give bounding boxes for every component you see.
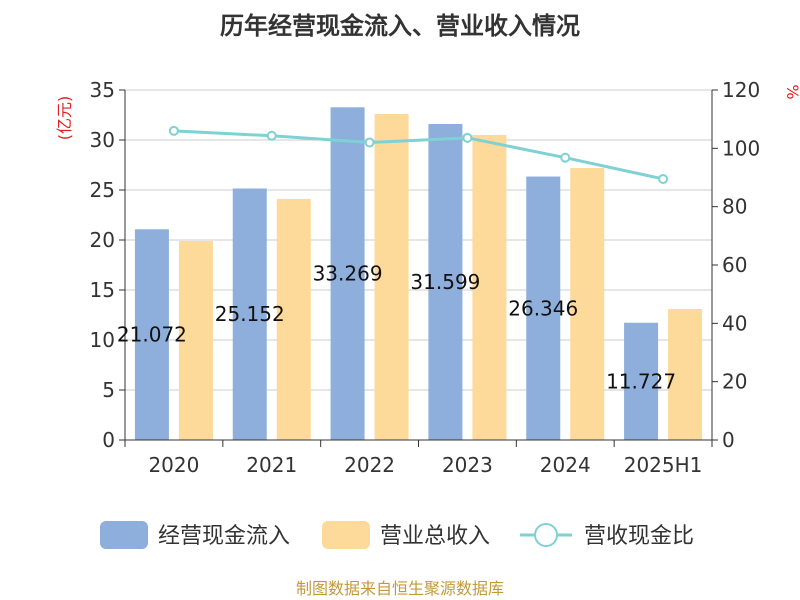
- right-tick-label: 20: [722, 370, 747, 394]
- legend-item: 营业总收入: [322, 521, 490, 549]
- x-tick-label: 2022: [344, 453, 395, 477]
- left-tick-label: 5: [102, 378, 115, 402]
- data-label: 31.599: [410, 270, 480, 294]
- left-tick-label: 20: [90, 228, 115, 252]
- x-tick-label: 2023: [442, 453, 493, 477]
- right-tick-label: 120: [722, 78, 760, 102]
- bar-cash-inflow: [526, 176, 561, 441]
- legend-label: 经营现金流入: [158, 524, 290, 549]
- legend-item: 经营现金流入: [100, 521, 290, 549]
- legend-marker: [534, 523, 558, 547]
- right-tick-label: 40: [722, 311, 747, 335]
- right-tick-label: 100: [722, 136, 760, 160]
- line-point: [658, 173, 669, 184]
- right-tick-label: 60: [722, 253, 747, 277]
- data-label: 25.152: [215, 302, 285, 326]
- grid-layer: [125, 89, 712, 391]
- data-label: 21.072: [117, 323, 187, 347]
- left-tick-label: 25: [90, 178, 115, 202]
- x-tick-label: 2021: [246, 453, 297, 477]
- legend-label: 营业总收入: [380, 524, 490, 549]
- data-label-layer: 21.072 25.152 33.269 31.599 26.346 11.727: [117, 262, 676, 394]
- chart-title: 历年经营现金流入、营业收入情况: [220, 12, 580, 40]
- left-tick-label: 30: [90, 128, 115, 152]
- data-label: 26.346: [508, 296, 578, 320]
- bar-total-revenue: [374, 114, 409, 440]
- x-tick-label: 2025H1: [624, 453, 703, 477]
- left-tick-label: 35: [90, 78, 115, 102]
- bar-total-revenue: [276, 199, 311, 440]
- x-tick-label: 2020: [148, 453, 199, 477]
- right-tick-label: 80: [722, 195, 747, 219]
- legend: 经营现金流入 营业总收入 营收现金比: [100, 521, 694, 549]
- legend-label: 营收现金比: [584, 524, 694, 549]
- bar-layer: [134, 107, 703, 441]
- axis-layer: 0 5 10 15 20 25 30 35 0 20 40 60 80 100 120 2020 2021 202…: [90, 78, 761, 477]
- data-label: 11.727: [606, 369, 676, 393]
- line-point: [462, 132, 473, 143]
- source-footer: 制图数据来自恒生聚源数据库: [296, 579, 504, 598]
- line-point: [560, 152, 571, 163]
- legend-item: 营收现金比: [520, 523, 694, 549]
- x-tick-label: 2024: [540, 453, 591, 477]
- line-point: [168, 125, 179, 136]
- left-tick-label: 10: [90, 328, 115, 352]
- line-ratio: [173, 129, 664, 181]
- legend-swatch: [100, 521, 148, 549]
- bar-cash-inflow: [232, 188, 267, 440]
- left-axis-unit: (亿元): [55, 96, 74, 141]
- bar-total-revenue: [570, 168, 605, 440]
- data-label: 33.269: [313, 262, 383, 286]
- legend-swatch: [322, 521, 370, 549]
- bar-cash-inflow: [134, 229, 169, 440]
- bar-total-revenue: [472, 135, 507, 440]
- left-tick-label: 0: [102, 428, 115, 452]
- right-axis-unit: %: [783, 84, 800, 99]
- line-point: [266, 130, 277, 141]
- line-layer: [168, 125, 669, 184]
- bar-cash-inflow: [624, 322, 659, 440]
- right-tick-label: 0: [722, 428, 735, 452]
- bar-total-revenue: [668, 309, 703, 440]
- bar-cash-inflow: [330, 107, 365, 440]
- line-point: [364, 137, 375, 148]
- left-tick-label: 15: [90, 278, 115, 302]
- data-labels-cash-inflow: 21.072 25.152 33.269 31.599 26.346 11.727: [117, 262, 676, 394]
- bar-total-revenue: [178, 241, 213, 440]
- bar-cash-inflow: [428, 124, 463, 440]
